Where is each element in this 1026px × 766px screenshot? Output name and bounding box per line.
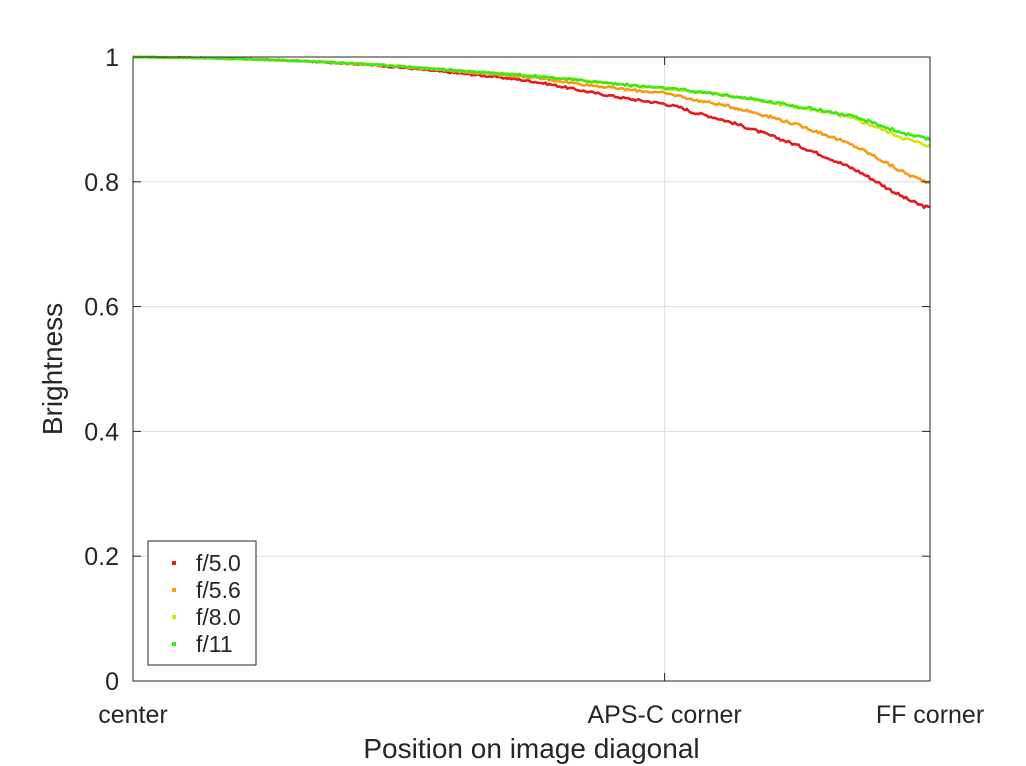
y-axis-title: Brightness	[37, 303, 68, 435]
x-axis-title: Position on image diagonal	[363, 733, 699, 764]
plot-frame	[132, 56, 931, 682]
y-tick-label: 0	[105, 668, 119, 696]
legend-box	[147, 540, 257, 666]
y-tick-label: 0.8	[84, 169, 119, 197]
legend-swatch	[172, 561, 176, 565]
legend-label: f/5.0	[196, 550, 241, 576]
legend-label: f/8.0	[196, 604, 241, 630]
y-tick-label: 1	[105, 44, 119, 72]
legend-swatch	[172, 642, 176, 646]
y-tick-label: 0.4	[84, 418, 119, 446]
series-line	[132, 55, 931, 142]
legend-swatch	[172, 588, 176, 592]
legend-label: f/11	[196, 631, 233, 657]
grid-lines	[133, 57, 930, 681]
legend-swatch	[172, 615, 176, 619]
legend: f/5.0f/5.6f/8.0f/11	[147, 540, 257, 666]
data-series	[132, 55, 931, 210]
y-tick-label: 0.6	[84, 294, 119, 322]
legend-label: f/5.6	[196, 577, 241, 603]
axis-ticks: 0 0.2 0.4 0.6 0.8 1 center APS-C corner FF corne…	[84, 44, 984, 729]
y-tick-label: 0.2	[84, 543, 119, 571]
x-tick-label: APS-C corner	[587, 701, 741, 729]
series-f-11	[132, 55, 931, 142]
x-tick-label: center	[98, 701, 167, 729]
x-tick-label: FF corner	[876, 701, 984, 729]
